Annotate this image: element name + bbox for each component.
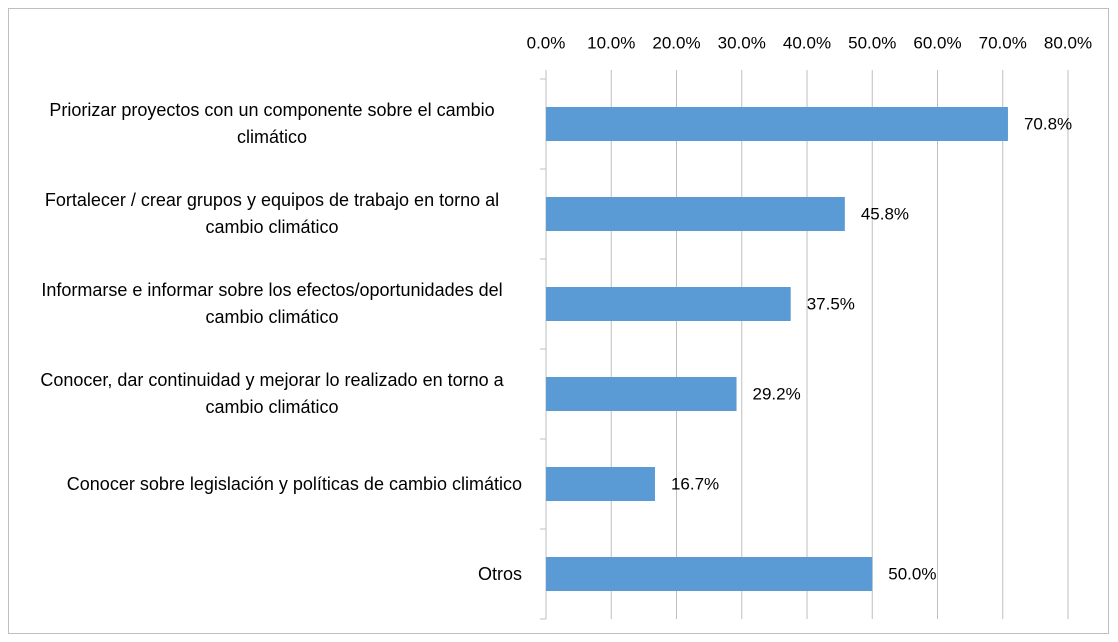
bar <box>546 287 791 321</box>
y-tick-label: Otros <box>10 561 522 588</box>
y-tick-label: Fortalecer / crear grupos y equipos de t… <box>10 187 522 241</box>
bar <box>546 467 655 501</box>
x-tick-label: 20.0% <box>652 33 700 52</box>
category-text: Otros <box>477 563 522 584</box>
data-label: 45.8% <box>861 204 909 223</box>
x-tick-label: 80.0% <box>1044 33 1092 52</box>
bar <box>546 377 737 411</box>
category-text: Conocer, dar continuidad y mejorar lo re… <box>40 370 504 417</box>
category-text: Conocer sobre legislación y políticas de… <box>66 473 522 494</box>
bar <box>546 107 1008 141</box>
x-tick-label: 0.0% <box>527 33 566 52</box>
category-text: Fortalecer / crear grupos y equipos de t… <box>44 190 500 237</box>
y-tick-label: Conocer, dar continuidad y mejorar lo re… <box>10 367 522 421</box>
data-label: 50.0% <box>888 564 936 583</box>
data-label: 70.8% <box>1024 114 1072 133</box>
x-tick-label: 60.0% <box>913 33 961 52</box>
y-tick-label: Priorizar proyectos con un componente so… <box>10 97 522 151</box>
y-tick-label: Conocer sobre legislación y políticas de… <box>10 471 522 498</box>
x-tick-label: 70.0% <box>979 33 1027 52</box>
y-tick-label: Informarse e informar sobre los efectos/… <box>10 277 522 331</box>
x-tick-label: 50.0% <box>848 33 896 52</box>
bar <box>546 557 873 591</box>
category-text: Priorizar proyectos con un componente so… <box>49 100 495 147</box>
data-label: 29.2% <box>753 384 801 403</box>
data-label: 16.7% <box>671 474 719 493</box>
bar <box>546 197 845 231</box>
x-tick-label: 30.0% <box>718 33 766 52</box>
category-text: Informarse e informar sobre los efectos/… <box>41 280 503 327</box>
data-label: 37.5% <box>807 294 855 313</box>
x-tick-label: 10.0% <box>587 33 635 52</box>
x-tick-label: 40.0% <box>783 33 831 52</box>
